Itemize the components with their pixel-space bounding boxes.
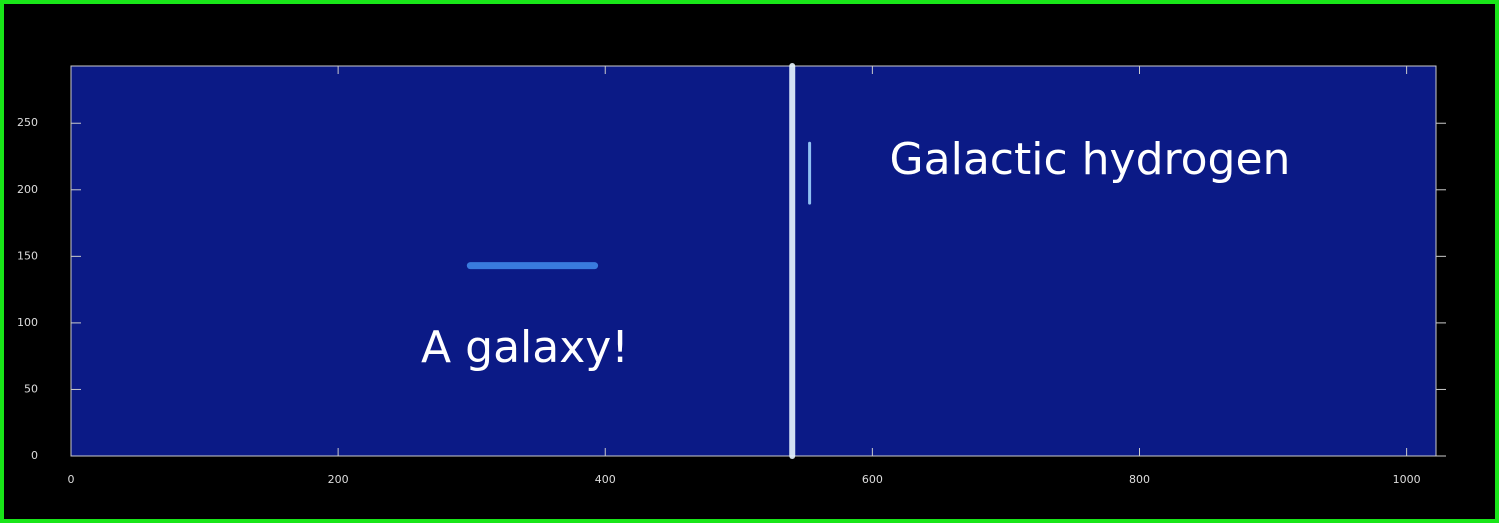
plot-area — [71, 66, 1436, 456]
chart: A galaxy! Galactic hydrogen 0 200 400 600 80… — [0, 0, 1499, 523]
y-tick-label: 50 — [24, 382, 38, 395]
y-tick-label: 150 — [17, 249, 38, 262]
y-tick-label: 200 — [17, 183, 38, 196]
annotation: A galaxy! — [421, 322, 629, 373]
y-tick-label: 0 — [31, 449, 38, 462]
x-tick-label: 0 — [68, 473, 75, 486]
x-tick-label: 800 — [1129, 473, 1150, 486]
x-tick-label: 1000 — [1393, 473, 1421, 486]
x-tick-label: 200 — [328, 473, 349, 486]
y-tick-label: 250 — [17, 116, 38, 129]
x-tick-label: 600 — [862, 473, 883, 486]
annotation: Galactic hydrogen — [890, 134, 1291, 185]
x-tick-label: 400 — [595, 473, 616, 486]
y-tick-label: 100 — [17, 316, 38, 329]
